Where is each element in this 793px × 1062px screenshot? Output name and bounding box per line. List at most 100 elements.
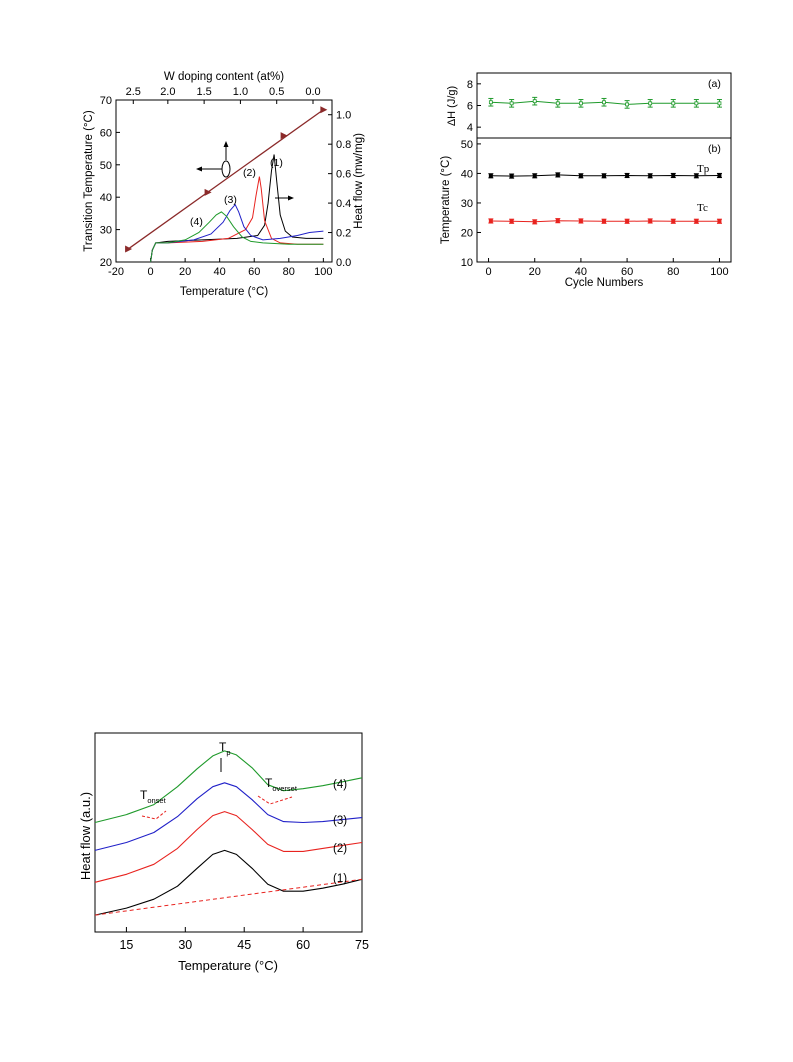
fig2-data-point — [602, 219, 606, 224]
fig2-x-tick-label: 40 — [575, 266, 587, 278]
figure-3-dsc-curves: 15 30 45 60 75 Tp Tonset Toverset (4) (3) (2… — [78, 732, 369, 973]
fig1-x-axis-ticks: -20 0 20 40 60 80 100 — [108, 258, 333, 278]
fig1-left-tick-label: 70 — [100, 95, 112, 107]
fig3-curve-label-1: (1) — [333, 873, 347, 885]
fig1-x-tick-label: -20 — [108, 266, 124, 278]
fig2-panel-a-y-ticks: 4 6 8 — [467, 79, 481, 134]
fig1-x-axis-label: Temperature (°C) — [180, 286, 268, 298]
fig1-curve-label-2: (2) — [243, 167, 256, 179]
fig2-a-tick-label: 4 — [467, 122, 473, 134]
fig2-data-point — [694, 219, 699, 224]
fig3-x-tick-label: 75 — [355, 938, 369, 952]
fig1-heatflow-curve-2 — [150, 176, 324, 263]
fig1-heatflow-curves — [150, 154, 324, 263]
fig2-a-tick-label: 8 — [467, 79, 473, 91]
fig3-x-axis-ticks: 15 30 45 60 75 — [119, 927, 369, 952]
fig3-heatflow-curve-2 — [94, 811, 363, 883]
fig2-data-point — [671, 219, 676, 224]
fig3-x-axis-label: Temperature (°C) — [178, 958, 278, 973]
fig2-data-point — [648, 218, 653, 223]
fig2-panel-b-frame — [476, 137, 732, 263]
fig1-x-tick-label: 0 — [147, 266, 153, 278]
fig1-left-tick-label: 40 — [100, 192, 112, 204]
fig2-data-point — [532, 99, 537, 104]
fig3-onset-label: Tonset — [140, 788, 167, 805]
fig1-arrow-left-head — [196, 166, 202, 172]
fig1-top-tick-label: 2.0 — [160, 86, 175, 98]
fig3-x-tick-label: 15 — [119, 938, 133, 952]
fig1-right-tick-label: 0.8 — [336, 139, 351, 151]
fig3-heatflow-curve-4 — [94, 750, 363, 824]
figure-2-cycling-stability: 0 20 40 60 80 100 4 6 8 10 20 30 40 50 (a) (b) Tp T… — [440, 72, 732, 289]
fig1-left-axis-ticks: 20 30 40 50 60 70 — [100, 95, 120, 269]
fig2-data-point — [555, 218, 560, 223]
fig1-x-tick-label: 20 — [179, 266, 191, 278]
fig3-x-tick-label: 45 — [237, 938, 251, 952]
fig1-left-tick-label: 60 — [100, 127, 112, 139]
fig1-x-tick-label: 60 — [248, 266, 260, 278]
fig1-x-tick-label: 80 — [283, 266, 295, 278]
fig1-top-tick-label: 1.0 — [233, 86, 248, 98]
fig2-data-series — [488, 96, 722, 225]
fig2-series-Tc — [488, 218, 722, 225]
fig1-transition-fit-line — [127, 109, 324, 250]
fig2-data-point — [717, 219, 722, 224]
fig1-transition-line — [125, 106, 328, 253]
fig2-data-point — [648, 101, 653, 106]
fig2-panel-b-label: (b) — [708, 143, 721, 155]
fig1-top-tick-label: 0.0 — [305, 86, 320, 98]
fig3-baseline-dashed — [94, 878, 363, 916]
fig1-left-tick-label: 20 — [100, 257, 112, 269]
fig3-overset-tangent — [257, 795, 293, 805]
fig2-x-tick-label: 60 — [621, 266, 633, 278]
fig1-heatflow-curve-1 — [150, 154, 324, 263]
fig2-tp-label: Tp — [697, 163, 710, 175]
fig1-right-axis-ticks: 0.0 0.2 0.4 0.6 0.8 1.0 — [328, 110, 351, 269]
fig1-right-tick-label: 0.0 — [336, 257, 351, 269]
fig2-data-point — [509, 101, 514, 106]
fig2-data-point — [625, 219, 630, 224]
fig2-x-tick-label: 80 — [667, 266, 679, 278]
fig1-transition-marker — [320, 106, 328, 114]
fig2-data-point — [694, 101, 699, 106]
fig1-right-tick-label: 0.4 — [336, 198, 351, 210]
fig1-right-tick-label: 0.6 — [336, 169, 351, 181]
fig2-x-tick-label: 100 — [710, 266, 728, 278]
fig1-right-tick-label: 1.0 — [336, 110, 351, 122]
fig1-x-tick-label: 40 — [214, 266, 226, 278]
fig2-data-point — [532, 219, 537, 224]
fig2-panel-b-y-label: Temperature (°C) — [440, 156, 452, 244]
fig3-peak-label: Tp — [219, 740, 231, 757]
fig2-data-point — [555, 172, 560, 177]
fig2-x-tick-label: 0 — [485, 266, 491, 278]
fig2-data-point — [717, 101, 722, 106]
fig1-right-axis-label: Heat flow (mw/mg) — [353, 133, 365, 229]
fig3-curve-label-2: (2) — [333, 843, 347, 855]
fig3-heatflow-curve-3 — [94, 782, 363, 851]
fig2-data-point — [488, 100, 493, 105]
fig2-a-tick-label: 6 — [467, 101, 473, 113]
fig2-data-point — [694, 173, 699, 178]
fig1-curve-label-3: (3) — [224, 194, 237, 206]
fig2-data-point — [532, 173, 537, 178]
fig2-data-point — [717, 173, 722, 178]
fig3-x-tick-label: 30 — [178, 938, 192, 952]
fig2-data-point — [625, 102, 629, 107]
fig2-data-point — [648, 173, 653, 178]
fig2-data-point — [671, 101, 676, 106]
fig1-curve-label-4: (4) — [190, 216, 203, 228]
fig2-data-point — [488, 173, 493, 178]
fig2-data-point — [671, 173, 676, 178]
fig1-curve-label-1: (1) — [270, 157, 283, 169]
fig1-heatflow-curve-4 — [150, 211, 324, 263]
fig2-data-point — [488, 218, 493, 223]
fig1-transition-marker — [125, 245, 133, 253]
fig1-arrow-up-head — [223, 141, 229, 147]
fig1-top-tick-label: 2.5 — [126, 86, 141, 98]
fig1-heatflow-curve-3 — [150, 203, 324, 263]
fig3-overset-label: Toverset — [265, 776, 298, 793]
fig1-left-tick-label: 50 — [100, 160, 112, 172]
